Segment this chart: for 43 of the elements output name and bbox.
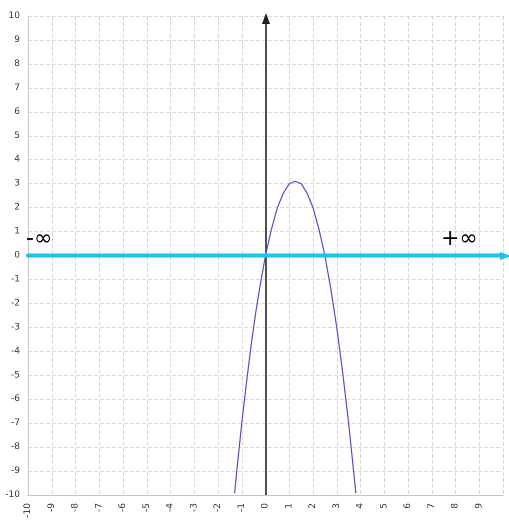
x-tick-label: -3 xyxy=(189,503,200,512)
y-tick-label: -9 xyxy=(11,466,20,476)
y-tick-label: 8 xyxy=(14,58,20,69)
x-tick-label: 1 xyxy=(284,503,294,509)
y-tick-label: 1 xyxy=(14,226,20,237)
y-tick-label: 0 xyxy=(14,250,20,260)
y-tick-label: 2 xyxy=(14,202,20,213)
y-tick-label: 4 xyxy=(14,154,20,165)
y-tick-label: -1 xyxy=(11,274,20,284)
x-tick-label: 0 xyxy=(260,502,270,509)
y-tick-label: 5 xyxy=(14,130,20,141)
x-tick-label: -6 xyxy=(118,502,128,512)
y-tick-label: 7 xyxy=(14,82,20,93)
x-tick-label: -4 xyxy=(166,502,176,512)
y-tick-label: -3 xyxy=(11,322,20,332)
y-tick-label: -6 xyxy=(11,394,20,404)
y-tick-label: 6 xyxy=(14,106,20,117)
x-tick-label: 3 xyxy=(332,503,342,509)
y-tick-label: 3 xyxy=(14,178,20,189)
x-tick-label: -9 xyxy=(46,502,57,512)
y-tick-label: -5 xyxy=(11,370,20,380)
x-tick-label: 4 xyxy=(356,502,366,509)
line-series xyxy=(234,180,356,494)
y-tick-label: -7 xyxy=(11,418,20,428)
y-tick-label: 10 xyxy=(8,11,20,21)
x-tick-label: 9 xyxy=(474,502,484,509)
x-tick-label: 7 xyxy=(426,503,437,509)
annotation: -∞ xyxy=(26,226,52,250)
y-tick-label: -2 xyxy=(11,298,20,308)
y-tick-label: 9 xyxy=(14,34,20,45)
x-tick-label: -5 xyxy=(142,503,152,512)
y-tick-label: -8 xyxy=(11,442,20,452)
x-tick-label: -7 xyxy=(94,503,104,512)
x-tick-label: -8 xyxy=(70,502,80,512)
y-tick-label: -10 xyxy=(5,490,20,500)
x-tick-label: 2 xyxy=(308,503,318,509)
x-tick-label: -1 xyxy=(236,503,247,512)
x-tick-label: 8 xyxy=(450,502,460,509)
y-tick-label: -4 xyxy=(11,346,20,356)
x-tick-label: 6 xyxy=(403,502,413,509)
x-tick-label: 5 xyxy=(379,503,390,509)
annotation: +∞ xyxy=(441,226,478,250)
x-tick-label: -2 xyxy=(213,503,223,512)
